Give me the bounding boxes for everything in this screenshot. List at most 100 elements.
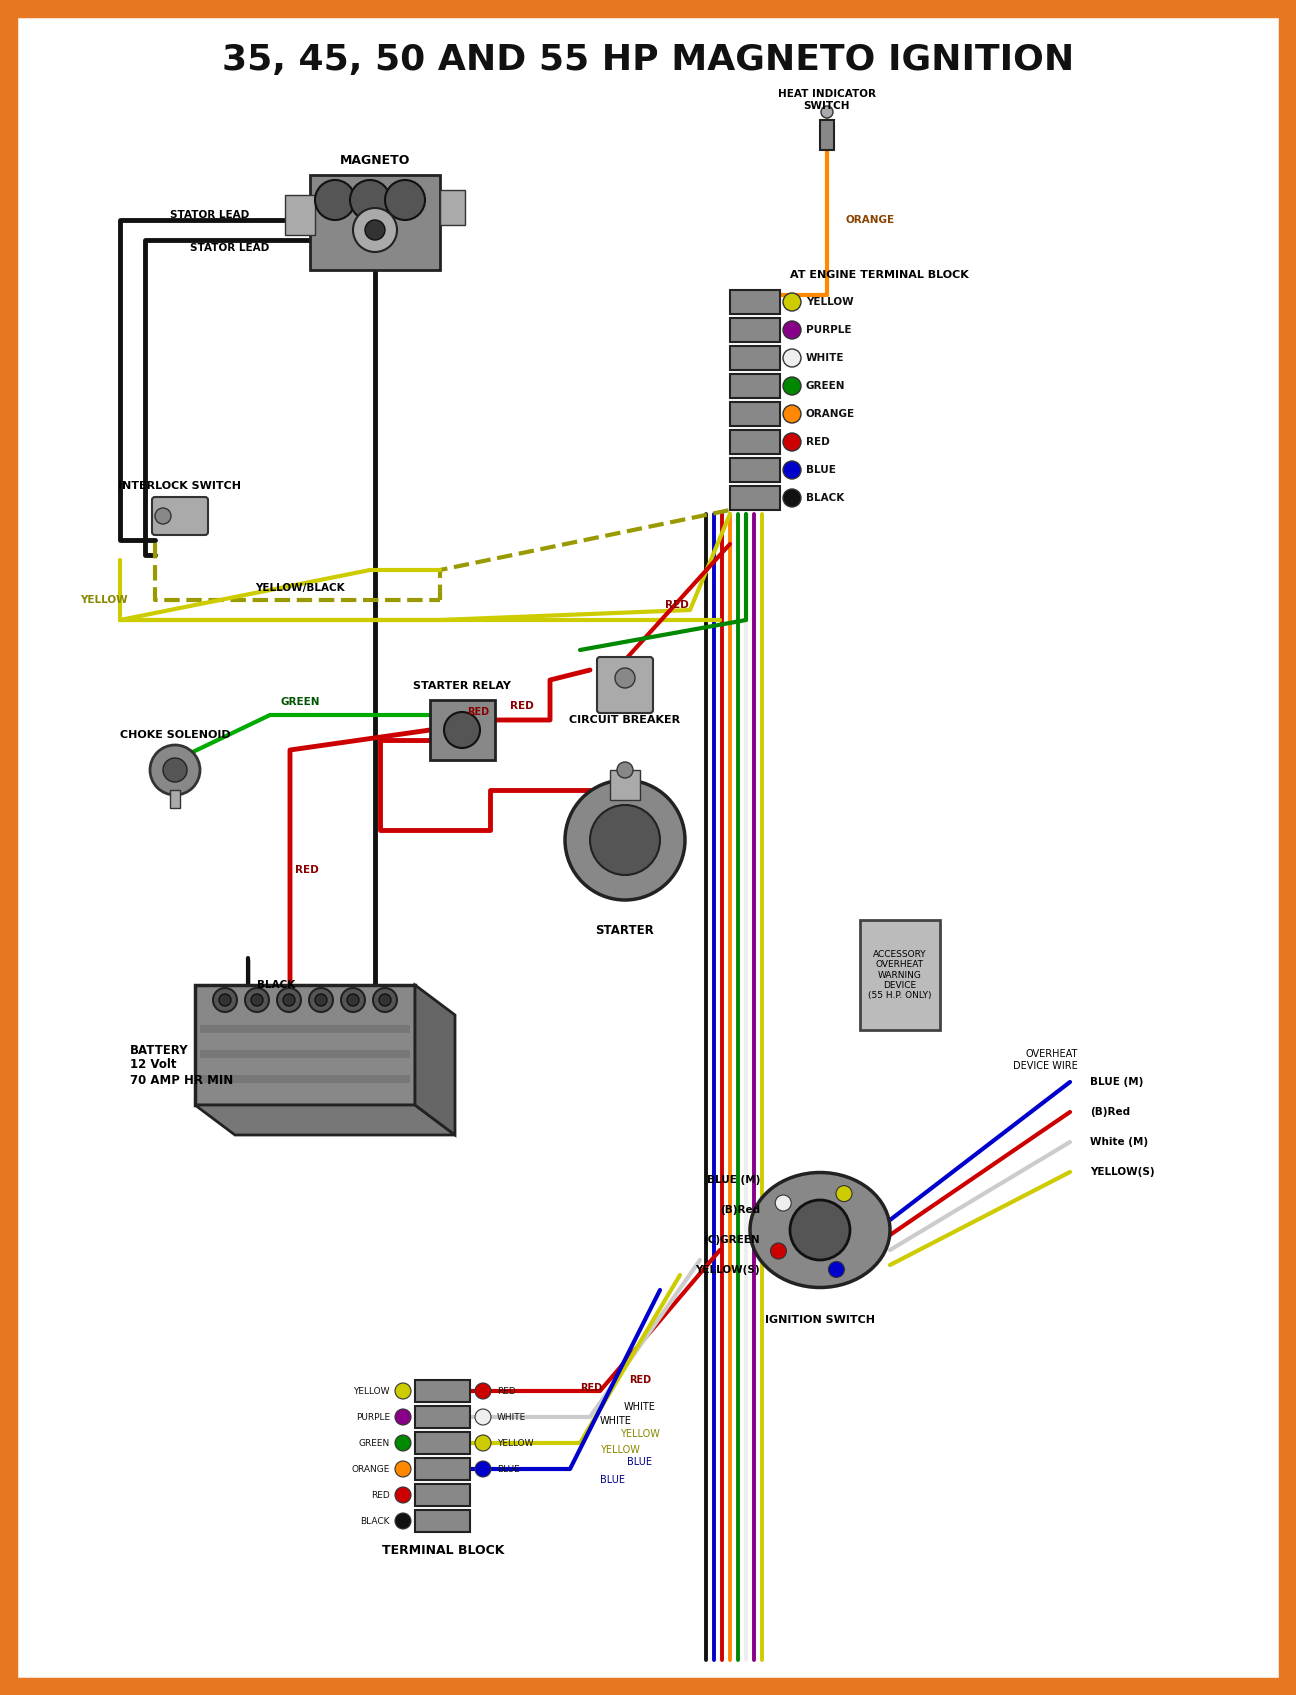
Circle shape	[283, 993, 295, 1007]
Text: YELLOW/BLACK: YELLOW/BLACK	[255, 583, 345, 593]
Circle shape	[616, 668, 635, 688]
Text: WHITE: WHITE	[600, 1415, 632, 1425]
Circle shape	[783, 405, 801, 424]
Circle shape	[385, 180, 425, 220]
Text: STATOR LEAD: STATOR LEAD	[170, 210, 250, 220]
Circle shape	[219, 993, 231, 1007]
Bar	[415, 1458, 470, 1480]
Circle shape	[476, 1409, 491, 1425]
Circle shape	[791, 1200, 850, 1259]
Text: YELLOW: YELLOW	[496, 1439, 534, 1448]
Bar	[430, 700, 495, 759]
FancyBboxPatch shape	[597, 658, 653, 714]
Bar	[415, 1432, 470, 1454]
Bar	[170, 790, 180, 809]
Text: GREEN: GREEN	[359, 1439, 390, 1448]
Ellipse shape	[750, 1173, 890, 1288]
Bar	[730, 486, 780, 510]
Text: YELLOW: YELLOW	[806, 297, 854, 307]
Text: RED: RED	[496, 1387, 516, 1395]
Circle shape	[308, 988, 333, 1012]
Text: YELLOW: YELLOW	[619, 1429, 660, 1439]
Text: STARTER: STARTER	[596, 924, 654, 937]
Bar	[310, 175, 441, 270]
Text: GREEN: GREEN	[806, 381, 845, 392]
Text: OVERHEAT
DEVICE WIRE: OVERHEAT DEVICE WIRE	[1013, 1049, 1078, 1071]
Text: BLUE: BLUE	[496, 1464, 520, 1473]
Circle shape	[836, 1185, 851, 1202]
Circle shape	[251, 993, 263, 1007]
Bar	[415, 1405, 470, 1427]
Text: RED: RED	[511, 702, 534, 710]
Circle shape	[163, 758, 187, 781]
Text: WHITE: WHITE	[806, 353, 845, 363]
Text: PURPLE: PURPLE	[806, 325, 851, 336]
Text: AT ENGINE TERMINAL BLOCK: AT ENGINE TERMINAL BLOCK	[791, 270, 968, 280]
Bar	[441, 190, 465, 225]
FancyBboxPatch shape	[152, 497, 207, 536]
Text: STARTER RELAY: STARTER RELAY	[413, 681, 511, 692]
Text: RED: RED	[629, 1375, 651, 1385]
Bar	[200, 1075, 410, 1083]
Text: 35, 45, 50 AND 55 HP MAGNETO IGNITION: 35, 45, 50 AND 55 HP MAGNETO IGNITION	[222, 42, 1074, 76]
Text: (B)Red: (B)Red	[719, 1205, 759, 1215]
Circle shape	[783, 293, 801, 310]
Text: RED: RED	[581, 1383, 603, 1393]
Text: BLACK: BLACK	[360, 1517, 390, 1526]
Bar	[730, 458, 780, 481]
Text: BLUE: BLUE	[806, 464, 836, 475]
Bar	[730, 290, 780, 314]
Text: White (M): White (M)	[1090, 1137, 1148, 1148]
Bar	[415, 1485, 470, 1505]
Text: RED: RED	[371, 1490, 390, 1500]
Bar	[200, 1025, 410, 1032]
Text: INTERLOCK SWITCH: INTERLOCK SWITCH	[118, 481, 241, 492]
Circle shape	[378, 993, 391, 1007]
Text: HEAT INDICATOR
SWITCH: HEAT INDICATOR SWITCH	[778, 90, 876, 110]
Text: ORANGE: ORANGE	[806, 408, 855, 419]
Bar	[200, 1049, 410, 1058]
Text: BLUE: BLUE	[627, 1458, 652, 1466]
Circle shape	[150, 746, 200, 795]
Circle shape	[395, 1436, 411, 1451]
Text: YELLOW: YELLOW	[80, 595, 127, 605]
Circle shape	[820, 107, 833, 119]
Bar	[415, 1380, 470, 1402]
Bar	[820, 120, 835, 149]
Text: (C)GREEN: (C)GREEN	[704, 1236, 759, 1246]
Text: YELLOW: YELLOW	[600, 1446, 640, 1454]
Text: WHITE: WHITE	[625, 1402, 656, 1412]
Bar	[730, 319, 780, 342]
Circle shape	[590, 805, 660, 875]
Circle shape	[395, 1514, 411, 1529]
Circle shape	[783, 349, 801, 368]
Circle shape	[315, 180, 355, 220]
Text: WHITE: WHITE	[496, 1412, 526, 1422]
Text: YELLOW(S): YELLOW(S)	[1090, 1166, 1155, 1176]
Bar	[730, 431, 780, 454]
Bar	[285, 195, 315, 236]
Text: YELLOW(S): YELLOW(S)	[696, 1264, 759, 1275]
Circle shape	[347, 993, 359, 1007]
Text: YELLOW: YELLOW	[354, 1387, 390, 1395]
Circle shape	[395, 1409, 411, 1425]
Circle shape	[783, 432, 801, 451]
Circle shape	[783, 376, 801, 395]
Circle shape	[373, 988, 397, 1012]
Text: (B)Red: (B)Red	[1090, 1107, 1130, 1117]
Circle shape	[783, 461, 801, 480]
Text: IGNITION SWITCH: IGNITION SWITCH	[765, 1315, 875, 1325]
Circle shape	[156, 508, 171, 524]
Text: GREEN: GREEN	[280, 697, 320, 707]
Bar	[415, 1510, 470, 1532]
Circle shape	[476, 1436, 491, 1451]
Text: BLACK: BLACK	[257, 980, 295, 990]
Text: BLACK: BLACK	[806, 493, 844, 503]
Circle shape	[315, 993, 327, 1007]
Bar	[730, 402, 780, 425]
Bar	[730, 346, 780, 370]
Text: RED: RED	[806, 437, 829, 447]
Circle shape	[350, 180, 390, 220]
Text: CHOKE SOLENOID: CHOKE SOLENOID	[119, 731, 231, 741]
Text: PURPLE: PURPLE	[356, 1412, 390, 1422]
